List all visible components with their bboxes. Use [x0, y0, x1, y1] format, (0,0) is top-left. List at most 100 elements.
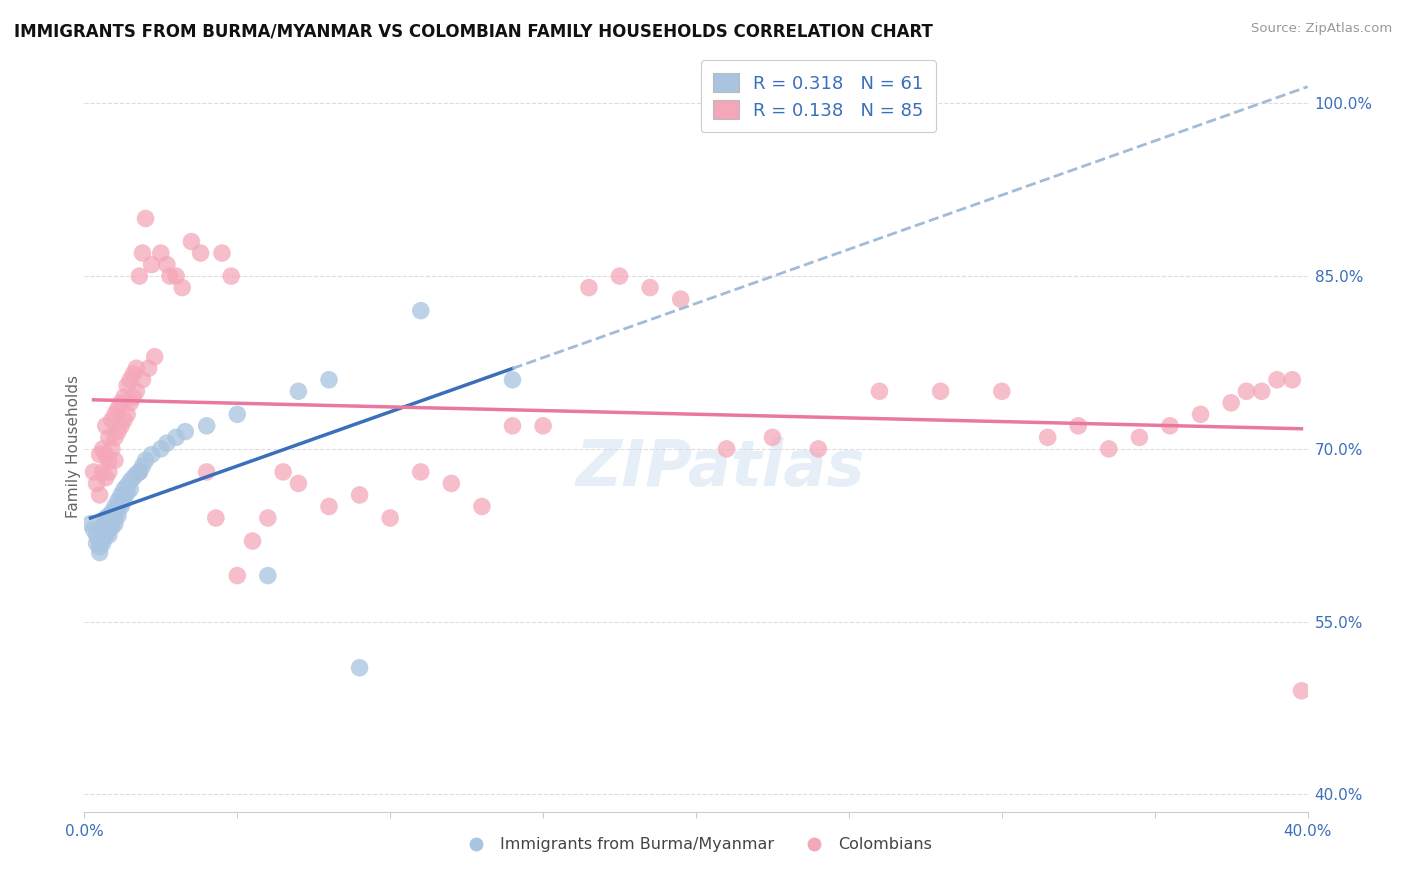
Y-axis label: Family Households: Family Households — [66, 375, 80, 517]
Point — [159, 269, 181, 284]
Point — [1250, 384, 1272, 399]
Point — [1098, 442, 1121, 456]
Point — [609, 269, 631, 284]
Point — [156, 258, 179, 272]
Point — [94, 516, 117, 531]
Point — [97, 453, 120, 467]
Point — [115, 479, 138, 493]
Point — [107, 425, 129, 439]
Point — [349, 661, 371, 675]
Point — [1265, 373, 1288, 387]
Point — [83, 523, 105, 537]
Point — [929, 384, 952, 399]
Point — [869, 384, 891, 399]
Point — [94, 448, 117, 462]
Point — [97, 430, 120, 444]
Point — [101, 505, 124, 519]
Point — [86, 528, 108, 542]
Point — [97, 513, 120, 527]
Point — [143, 350, 166, 364]
Point — [502, 418, 524, 433]
Point — [91, 524, 114, 539]
Point — [94, 511, 117, 525]
Point — [131, 373, 153, 387]
Point — [94, 513, 117, 527]
Point — [94, 523, 117, 537]
Point — [991, 384, 1014, 399]
Point — [97, 465, 120, 479]
Point — [716, 442, 738, 456]
Point — [89, 488, 111, 502]
Point — [257, 511, 280, 525]
Text: ZIPatlas: ZIPatlas — [575, 437, 865, 499]
Point — [120, 373, 142, 387]
Point — [110, 488, 132, 502]
Point — [104, 516, 127, 531]
Point — [91, 520, 114, 534]
Point — [128, 269, 150, 284]
Point — [107, 493, 129, 508]
Point — [91, 442, 114, 456]
Point — [112, 482, 135, 496]
Point — [165, 269, 187, 284]
Point — [122, 390, 145, 404]
Point — [669, 292, 692, 306]
Point — [131, 246, 153, 260]
Point — [122, 367, 145, 381]
Point — [638, 280, 661, 294]
Point — [97, 523, 120, 537]
Point — [110, 493, 132, 508]
Point — [578, 280, 600, 294]
Point — [125, 467, 148, 482]
Point — [180, 235, 202, 249]
Point — [135, 211, 157, 226]
Point — [91, 536, 114, 550]
Point — [156, 436, 179, 450]
Point — [271, 465, 294, 479]
Legend: Immigrants from Burma/Myanmar, Colombians: Immigrants from Burma/Myanmar, Colombian… — [454, 830, 938, 859]
Point — [104, 407, 127, 421]
Point — [471, 500, 494, 514]
Point — [97, 516, 120, 531]
Point — [101, 520, 124, 534]
Point — [110, 500, 132, 514]
Point — [94, 528, 117, 542]
Point — [104, 500, 127, 514]
Point — [190, 246, 212, 260]
Point — [107, 501, 129, 516]
Point — [101, 442, 124, 456]
Point — [141, 258, 163, 272]
Point — [125, 361, 148, 376]
Point — [112, 488, 135, 502]
Point — [287, 476, 309, 491]
Point — [172, 280, 194, 294]
Point — [128, 465, 150, 479]
Point — [409, 465, 432, 479]
Point — [89, 545, 111, 559]
Point — [1281, 373, 1303, 387]
Point — [79, 516, 101, 531]
Point — [115, 485, 138, 500]
Point — [104, 453, 127, 467]
Point — [128, 465, 150, 479]
Point — [101, 511, 124, 525]
Point — [89, 534, 111, 549]
Point — [440, 476, 463, 491]
Point — [761, 430, 783, 444]
Point — [165, 430, 187, 444]
Point — [107, 500, 129, 514]
Point — [86, 476, 108, 491]
Point — [89, 540, 111, 554]
Point — [242, 534, 264, 549]
Point — [91, 532, 114, 546]
Point — [1220, 396, 1243, 410]
Text: IMMIGRANTS FROM BURMA/MYANMAR VS COLOMBIAN FAMILY HOUSEHOLDS CORRELATION CHART: IMMIGRANTS FROM BURMA/MYANMAR VS COLOMBI… — [14, 22, 934, 40]
Point — [104, 505, 127, 519]
Point — [409, 303, 432, 318]
Point — [205, 511, 228, 525]
Point — [125, 384, 148, 399]
Point — [195, 418, 218, 433]
Point — [120, 396, 142, 410]
Text: Source: ZipAtlas.com: Source: ZipAtlas.com — [1251, 22, 1392, 36]
Point — [104, 430, 127, 444]
